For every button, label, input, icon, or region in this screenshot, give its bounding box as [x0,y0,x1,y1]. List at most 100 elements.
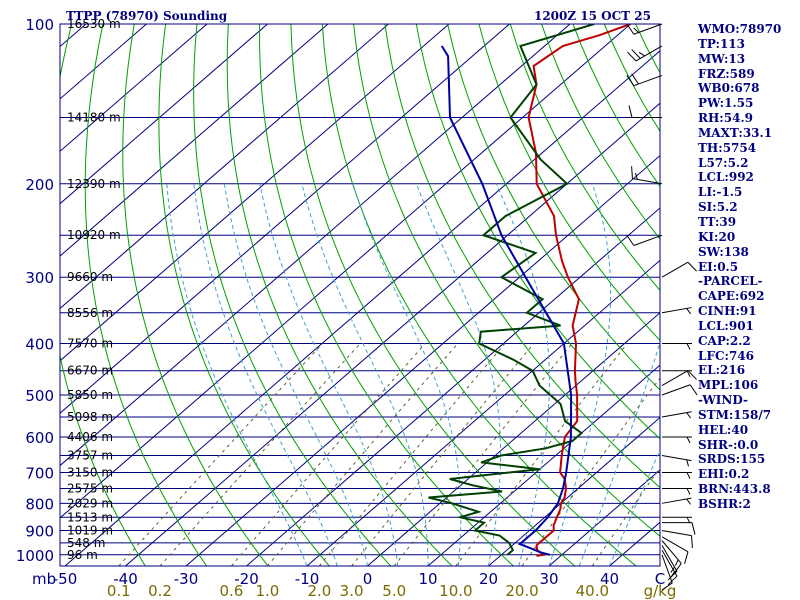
wind-barb [626,73,663,87]
mixing-ratio-line [319,343,506,566]
wind-barb [627,45,663,62]
sounding-index-item: L57:5.2 [698,155,749,170]
pressure-tick-label: 600 [25,429,54,447]
mixing-ratio-line [267,343,459,566]
dry-adiabat [353,24,660,537]
height-label: 1513 m [67,510,113,524]
pressure-axis: 100 200 300 400 500 600 700 800 900 1000 [16,16,54,565]
isotherm [60,24,329,257]
dry-adiabat [193,24,392,566]
temperature-tick-label: 20 [479,570,498,588]
height-label: 3150 m [67,466,113,480]
dry-adiabat [122,24,269,566]
height-label: 1019 m [67,523,113,537]
sounding-index-item: MPL:106 [698,378,759,393]
mixing-ratio-tick-label: 2.0 [307,582,331,600]
isotherm [488,416,660,566]
height-label: 2575 m [67,481,113,495]
pressure-tick-label: 900 [25,522,54,540]
moist-adiabat [578,340,660,566]
sounding-index-item: MAXT:33.1 [698,125,773,140]
grid-lines [0,24,660,566]
sounding-index-item: HEL:40 [698,422,749,437]
sounding-index-item: RH:54.9 [698,111,753,126]
wind-barb [662,370,692,377]
wind-barb [662,487,692,495]
sounding-index-item: -WIND- [698,393,748,408]
isotherm [185,154,660,566]
dry-adiabat [158,24,330,566]
height-label: 7570 m [67,337,113,351]
wind-barb [661,454,692,467]
wind-barbs [626,23,698,591]
sounding-indices-list: WMO:78970 TP:113 MW:13 FRZ:589 WB0:678 PW:1.5… [698,22,781,512]
sounding-index-item: TP:113 [698,36,746,51]
sounding-index-item: CAPE:692 [698,289,765,304]
sounding-index-item: SRDS:155 [698,452,766,467]
temperature-tick-label: 10 [418,570,437,588]
isotherm [246,207,660,566]
pressure-unit-label: mb [32,570,56,588]
height-label: 5850 m [67,388,113,402]
dry-adiabat [415,24,660,440]
dry-adiabat [290,24,576,566]
dry-adiabat [60,24,146,566]
wind-barb [662,436,692,444]
height-label: 6670 m [67,364,113,378]
wind-barb [661,411,692,419]
isotherm [0,24,26,566]
pressure-tick-label: 800 [25,495,54,513]
isotherm [64,50,660,566]
wind-barb [661,545,678,581]
sounding-index-item: STM:158/7 [698,407,772,422]
mixing-ratio-tick-label: 0.6 [219,582,243,600]
wind-barb [661,540,682,574]
moist-adiabat [415,183,502,566]
mixing-ratio-line [455,343,628,566]
wind-barb [628,105,662,118]
sounding-index-item: SI:5.2 [698,200,738,215]
sounding-index-item: EI:0.5 [698,259,739,274]
moist-adiabat [301,183,429,566]
profile-line-1 [527,24,631,557]
pressure-tick-label: 100 [25,16,54,34]
isotherm [60,24,571,467]
height-label: 8556 m [67,306,113,320]
moist-adiabat [352,183,462,566]
sounding-index-item: PW:1.55 [698,96,754,111]
dry-adiabat [84,24,208,566]
wind-barb [661,261,697,278]
dry-adiabat [259,24,514,566]
sounding-index-item: WB0:678 [698,81,760,96]
mixing-ratio-tick-label: g/kg [644,582,677,600]
height-label: 548 m [67,536,105,550]
temperature-tick-label: -50 [53,570,78,588]
height-label: 5098 m [67,410,113,424]
sounding-index-item: CAP:2.2 [698,333,751,348]
sounding-index-item: TT:39 [698,214,737,229]
sounding-index-item: LCL:901 [698,318,754,333]
wind-barb [661,307,692,315]
wind-barb [662,343,692,350]
sounding-index-item: SHR-:0.0 [698,437,759,452]
height-labels: 16530 m 14180 m 12390 m 10920 m 9660 m 8556 m… [67,17,121,562]
mixing-ratio-tick-label: 5.0 [382,582,406,600]
mixing-ratio-line [231,343,426,566]
dry-adiabat [321,24,637,566]
profile-line-2 [428,24,595,556]
sounding-index-item: LI:-1.5 [698,185,743,200]
height-label: 12390 m [67,177,121,191]
sounding-index-item: LFC:746 [698,348,754,363]
isotherm [60,24,208,152]
wind-barb [661,536,689,564]
isotherm [60,24,510,414]
moist-adiabat [223,183,368,566]
sounding-index-item: FRZ:589 [698,66,755,81]
isotherm [60,24,389,310]
temperature-tick-label: C [655,570,665,588]
isotherm [60,24,631,519]
sounding-index-item: BSHR:2 [698,497,751,511]
wind-barb [661,384,698,396]
pressure-tick-label: 500 [25,387,54,405]
pressure-tick-label: 1000 [16,547,54,565]
